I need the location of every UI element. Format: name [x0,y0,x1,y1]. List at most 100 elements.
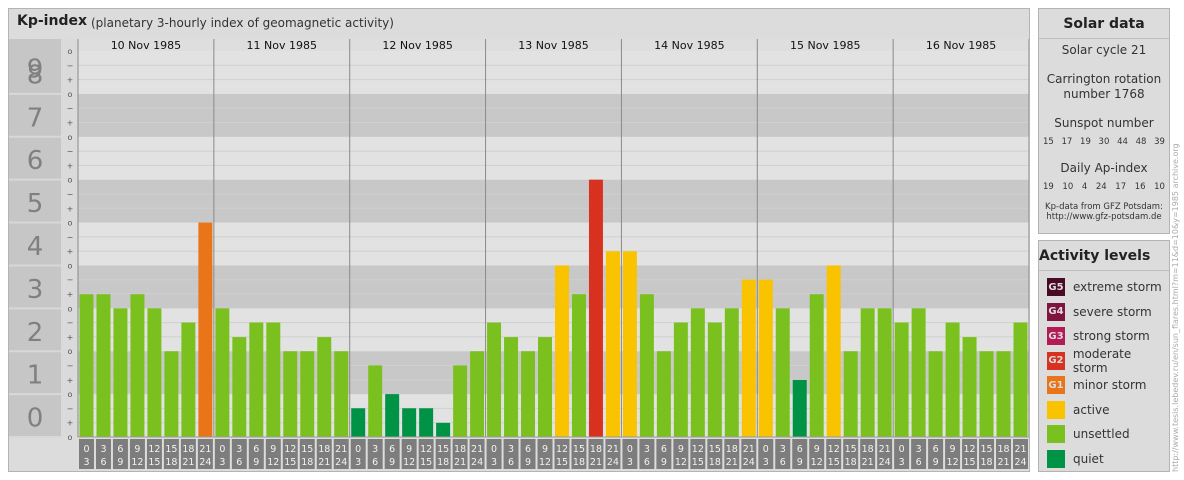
kp-bar [504,337,519,437]
hour-end-label: 21 [182,457,194,468]
day-label: 13 Nov 1985 [518,39,588,52]
hour-end-label: 3 [899,457,905,468]
kp-bar [843,351,858,437]
day-label: 15 Nov 1985 [790,39,860,52]
ap-index-title: Daily Ap-index [1060,161,1148,175]
hour-start-label: 18 [997,444,1009,455]
kp-bar [402,408,417,437]
hour-start-label: 3 [644,444,650,455]
kp-bar [147,308,162,437]
hour-tile [707,439,723,469]
hour-tile [673,439,689,469]
source-watermark: http://www.tesis.lebedev.ru/en/sun_flare… [1171,143,1180,472]
sunspot-values: 15 17 19 30 44 48 39 [1039,137,1169,147]
hour-start-label: 9 [134,444,140,455]
sub-tick-band [61,39,78,437]
day-header-band [78,39,1029,51]
legend-swatch: G2 [1047,351,1065,370]
hour-start-label: 15 [301,444,313,455]
kp-bar [877,308,892,437]
hour-start-label: 12 [556,444,568,455]
hour-tile [775,439,791,469]
kp-bar [266,322,281,437]
hour-tile [911,439,927,469]
y-sub-tick-label: + [67,76,74,85]
hour-end-label: 21 [726,457,738,468]
hour-end-label: 21 [590,457,602,468]
source-line-1: Kp-data from GFZ Potsdam: [1045,202,1163,212]
hour-end-label: 3 [355,457,361,468]
kp-bar [419,408,434,437]
y-tick-label: 8 [27,60,44,90]
hour-end-label: 9 [117,457,123,468]
legend-item: G2 moderate storm [1039,347,1169,375]
kp-bar [758,279,773,437]
hour-end-label: 24 [743,457,755,468]
legend-item: unsettled [1039,422,1169,447]
legend-label: extreme storm [1073,280,1162,295]
hour-tile [792,439,808,469]
hour-tile [962,439,978,469]
y-sub-tick-label: + [67,161,74,170]
kp-bar [351,408,366,437]
hour-tile [860,439,876,469]
kp-bar [521,351,536,437]
hour-end-label: 12 [131,457,143,468]
y-sub-tick-label: o [68,261,73,270]
kp-bar [979,351,994,437]
hour-start-label: 6 [117,444,123,455]
y-sub-tick-label: − [67,190,74,199]
y-tick-label: 5 [27,189,44,219]
hour-tile [299,439,315,469]
hour-tile [877,439,893,469]
hour-end-label: 24 [335,457,347,468]
y-tick-label: 3 [27,275,44,305]
hour-end-label: 9 [389,457,395,468]
hour-tile [452,439,468,469]
kp-bar [164,351,179,437]
hour-end-label: 18 [573,457,585,468]
hour-tile [79,439,94,469]
kp-bar [470,351,485,437]
legend-item: G1 minor storm [1039,373,1169,398]
y-tick-label: 1 [27,361,44,391]
hour-end-label: 6 [780,457,786,468]
kp-bar [453,365,468,437]
hour-start-label: 9 [542,444,548,455]
hour-start-label: 21 [743,444,755,455]
ap-index-value: 19 [1043,182,1054,192]
hour-end-label: 18 [301,457,313,468]
solar-data-title: Solar data [1063,16,1145,32]
hour-start-label: 18 [726,444,738,455]
y-sub-tick-label: + [67,247,74,256]
hour-start-label: 12 [828,444,840,455]
legend-label: active [1073,402,1110,417]
y-sub-tick-label: o [68,176,73,185]
background-band [78,93,1029,137]
legend-swatch [1047,400,1065,419]
kp-bar [368,365,383,437]
hour-tile [486,439,502,469]
kp-bar [928,351,943,437]
hour-tile [503,439,519,469]
hour-end-label: 18 [709,457,721,468]
background-band [78,179,1029,223]
hour-end-label: 24 [199,457,211,468]
kp-bar [487,322,502,437]
hour-end-label: 9 [797,457,803,468]
legend-item: G5 extreme storm [1039,275,1169,300]
hour-tile [95,439,111,469]
sunspot-value: 19 [1080,137,1091,147]
hour-tile [996,439,1012,469]
hour-tile [605,439,621,469]
hour-start-label: 21 [879,444,891,455]
hour-start-label: 18 [862,444,874,455]
hour-start-label: 21 [471,444,483,455]
kp-bar [707,322,722,437]
hour-tile [197,439,213,469]
day-label: 12 Nov 1985 [382,39,452,52]
hour-start-label: 3 [508,444,514,455]
hour-start-label: 9 [814,444,820,455]
hour-tile [928,439,944,469]
hour-start-label: 0 [355,444,361,455]
